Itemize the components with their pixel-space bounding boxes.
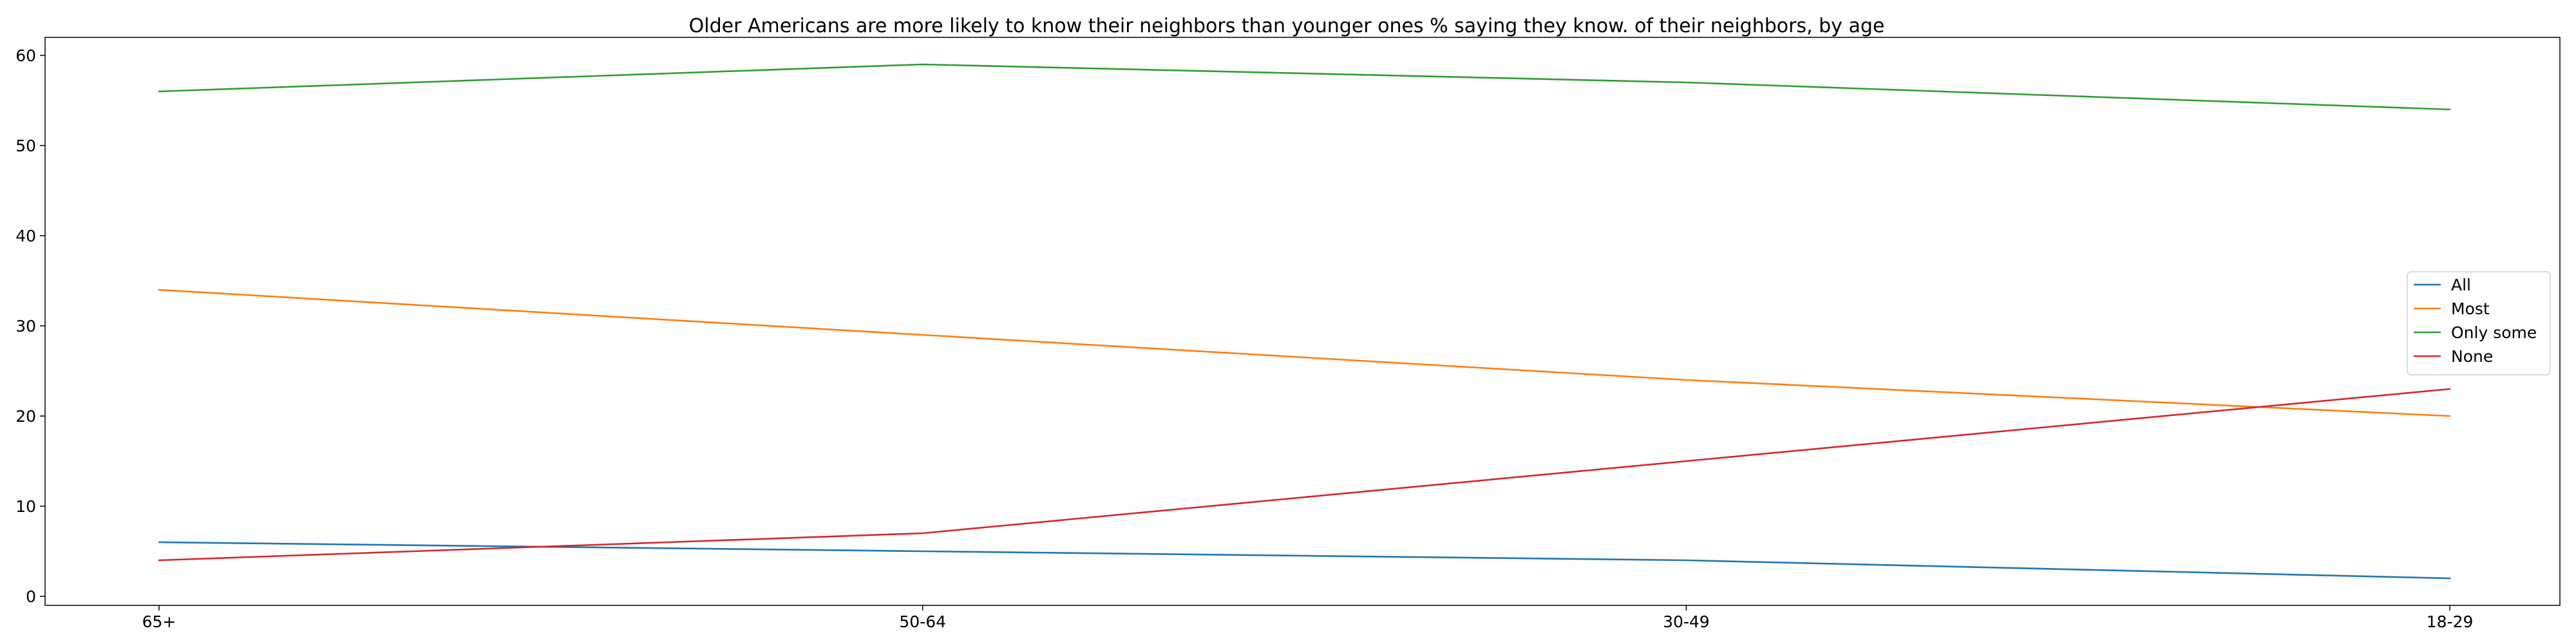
legend-label-all: All — [2451, 276, 2471, 294]
legend-box — [2407, 271, 2551, 375]
legend-label-most: Most — [2451, 299, 2490, 318]
y-tick-label: 20 — [15, 407, 36, 426]
x-tick-label-3: 18-29 — [2427, 612, 2474, 631]
axes: 0 10 20 30 40 50 60 65+ 50-64 30-49 18-29 — [15, 46, 2473, 631]
y-tick-label: 0 — [26, 587, 36, 606]
y-tick-label: 60 — [15, 46, 36, 65]
plot-area-frame — [44, 37, 2561, 606]
x-tick-label-1: 50-64 — [899, 612, 946, 631]
x-tick-label-2: 30-49 — [1663, 612, 1710, 631]
series-line-most — [158, 289, 2451, 417]
y-tick-label: 40 — [15, 227, 36, 245]
x-tick-label-0: 65+ — [142, 612, 176, 631]
chart-title: Older Americans are more likely to know … — [689, 15, 1885, 37]
y-tick-label: 10 — [15, 497, 36, 516]
series-lines — [158, 63, 2451, 580]
series-line-only-some — [158, 63, 2451, 111]
y-tick-label: 50 — [15, 137, 36, 155]
legend-label-none: None — [2451, 347, 2493, 366]
legend: All Most Only some None — [2407, 271, 2551, 375]
y-tick-label: 30 — [15, 317, 36, 336]
legend-label-only-some: Only some — [2451, 323, 2537, 342]
series-line-none — [158, 388, 2451, 562]
